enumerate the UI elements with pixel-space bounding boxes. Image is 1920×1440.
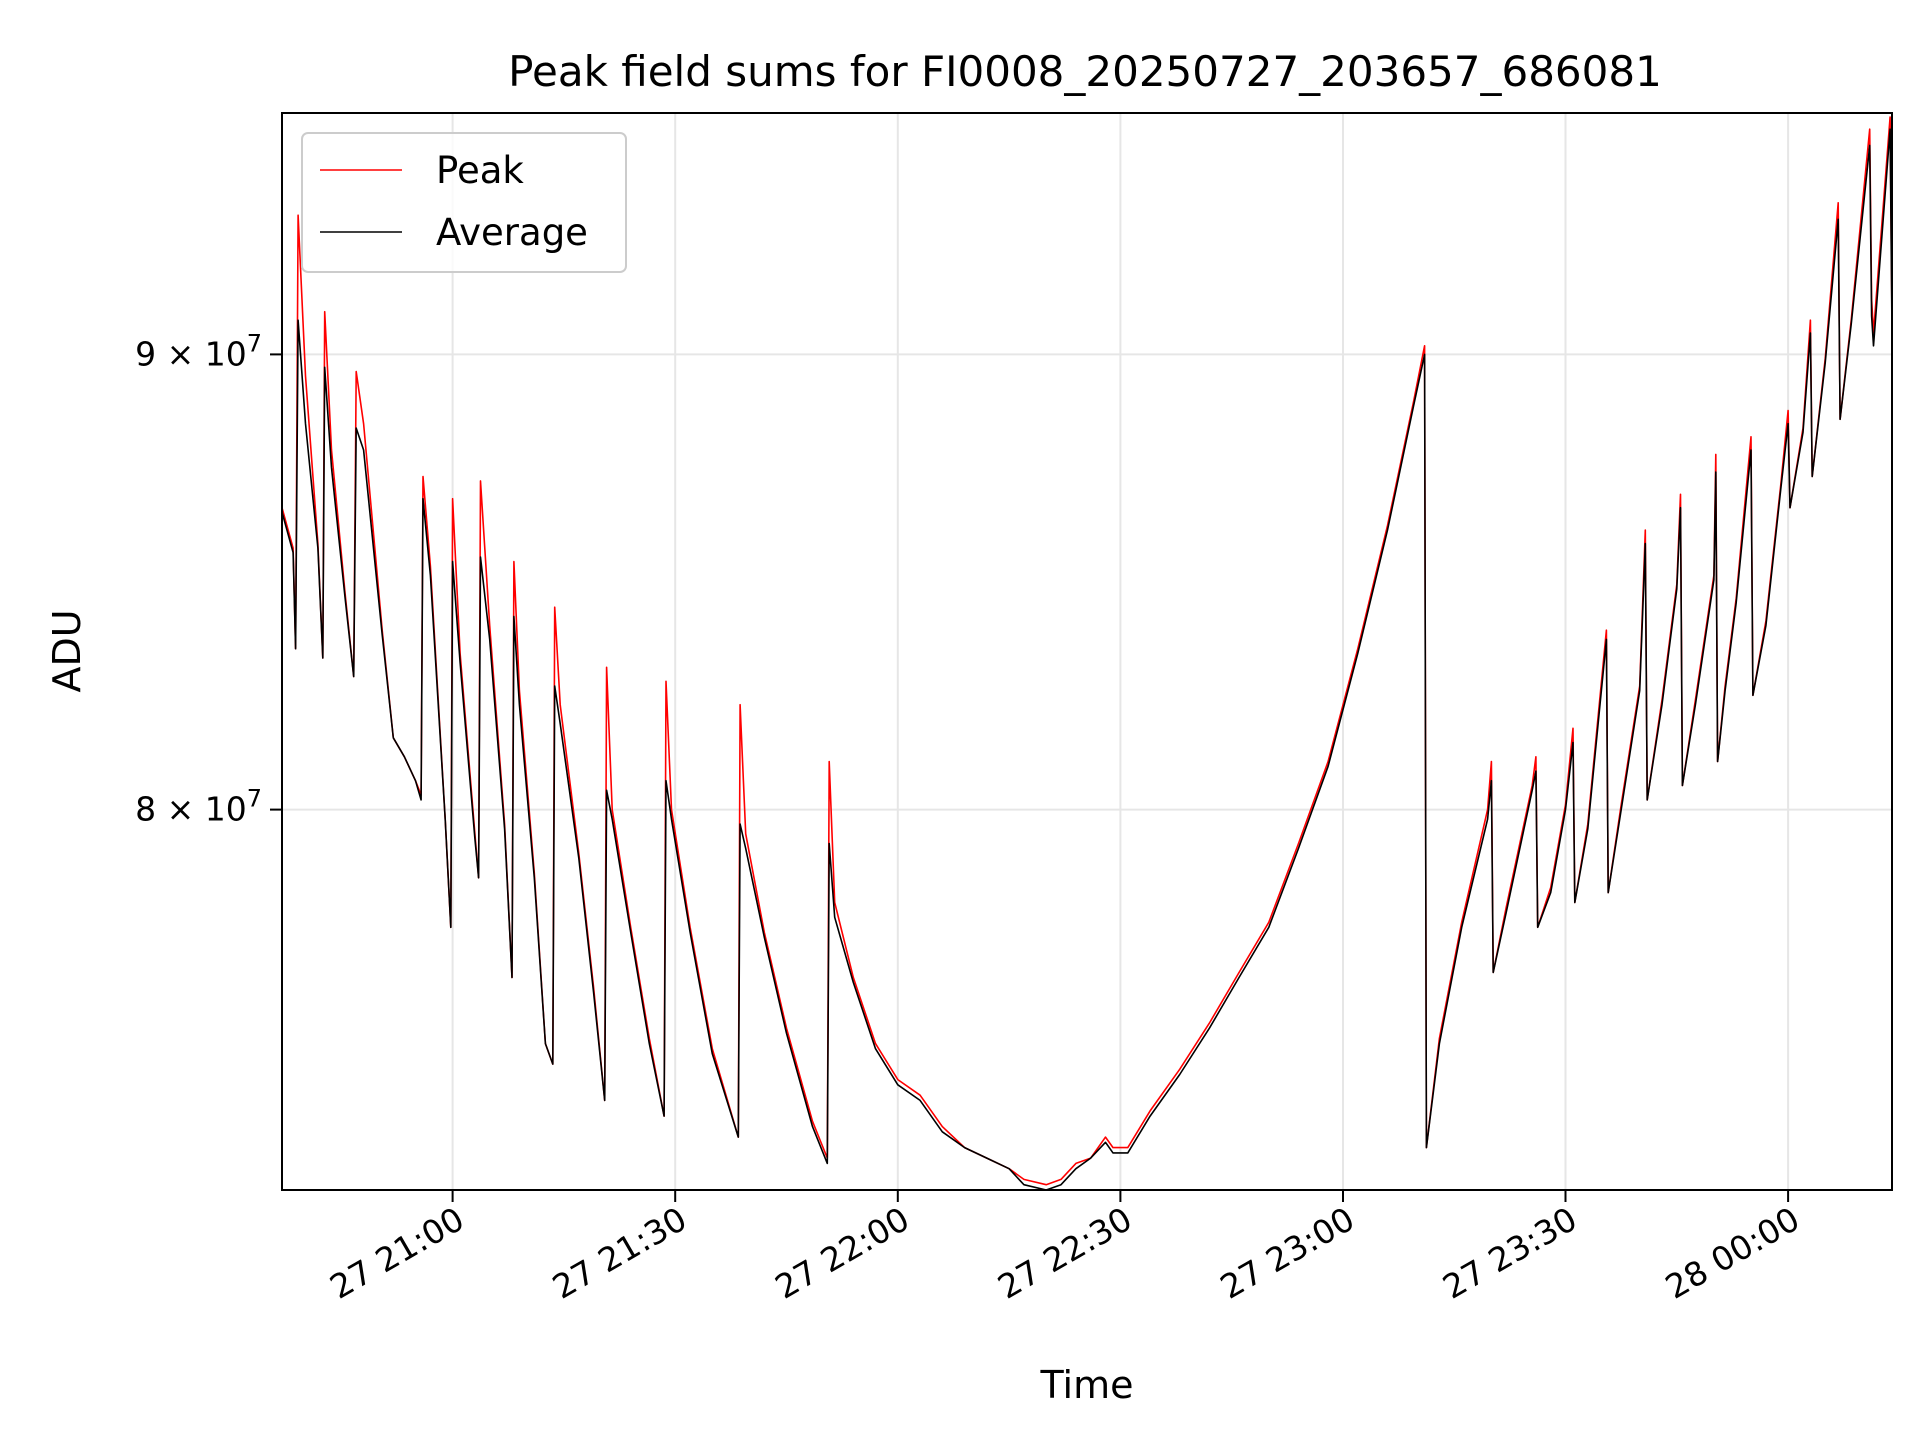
y-axis-label: ADU	[45, 609, 89, 692]
x-axis-label: Time	[1040, 1363, 1134, 1407]
legend-box	[301, 132, 627, 273]
grid-lines	[282, 113, 1892, 1190]
legend: Peak Average	[301, 132, 627, 273]
series-lines	[281, 116, 1893, 1191]
plot-frame	[281, 112, 1893, 1191]
series-line-average	[281, 128, 1893, 1191]
legend-label-peak: Peak	[436, 149, 524, 192]
chart-title: Peak field sums for FI0008_20250727_2036…	[508, 47, 1662, 96]
plot-area	[282, 113, 1892, 1190]
y-tick-label-1: 9 × 107	[135, 329, 262, 373]
legend-label-average: Average	[436, 211, 588, 254]
y-tick-label-0: 8 × 107	[135, 785, 262, 829]
